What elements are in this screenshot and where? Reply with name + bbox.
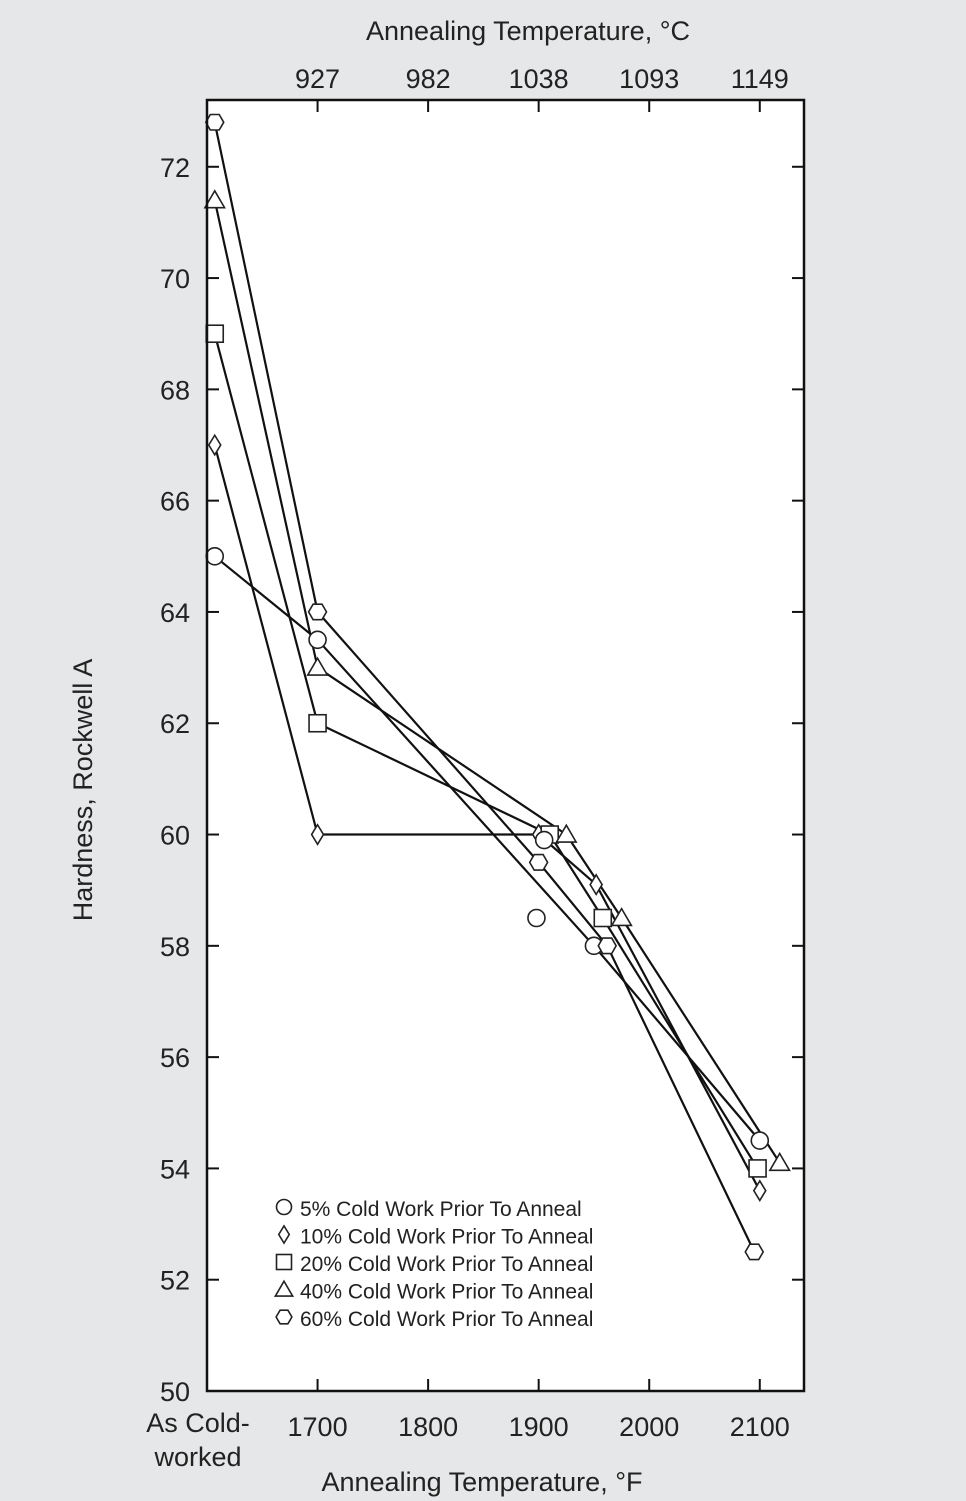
legend-label-3: 40% Cold Work Prior To Anneal	[300, 1281, 593, 1304]
data-point-s0-p0	[205, 547, 225, 566]
y-tick-label-56: 56	[160, 1043, 190, 1073]
y-tick-label-66: 66	[160, 487, 190, 517]
data-point-s3-p4	[768, 1151, 791, 1172]
data-point-s1-p4	[752, 1179, 767, 1202]
y-tick-label-62: 62	[160, 709, 190, 739]
x-tick-label-2000: 2000	[619, 1412, 679, 1442]
y-tick-label-54: 54	[160, 1154, 190, 1184]
data-point-s3-p0	[203, 189, 226, 209]
y-tick-label-58: 58	[160, 932, 190, 962]
marker-layer	[203, 113, 791, 1261]
x2-tick-label-927: 927	[295, 64, 340, 94]
legend-label-1: 10% Cold Work Prior To Anneal	[300, 1226, 593, 1249]
data-point-s3-p3	[610, 907, 633, 927]
data-point-s1-p1	[310, 823, 325, 846]
plot-background	[207, 100, 804, 1391]
y-axis-title: Hardness, Rockwell A	[68, 659, 98, 922]
legend-marker-1	[277, 1224, 291, 1245]
data-point-s0-p3	[750, 1131, 770, 1150]
data-point-s4-p1	[307, 603, 328, 621]
y-tick-label-52: 52	[160, 1266, 190, 1296]
data-point-s4-p2	[528, 853, 549, 871]
plot-frame	[205, 98, 806, 1393]
data-point-extra-1	[534, 830, 554, 850]
y-tick-label-68: 68	[160, 375, 190, 405]
x2-tick-label-1093: 1093	[619, 64, 679, 94]
series-line-0	[214, 555, 761, 1142]
x2-tick-label-1038: 1038	[509, 64, 569, 94]
legend-marker-2	[275, 1253, 293, 1271]
data-point-s2-p3	[593, 908, 613, 928]
legend-label-0: 5% Cold Work Prior To Anneal	[300, 1198, 582, 1221]
data-point-s4-p3	[597, 937, 618, 955]
x-tick-label-1800: 1800	[398, 1412, 458, 1442]
x-tick-label-2100: 2100	[730, 1412, 790, 1442]
x-tick-label-1700: 1700	[288, 1412, 348, 1442]
data-point-s3-p1	[306, 656, 329, 676]
legend: 5% Cold Work Prior To Anneal 10% Cold Wor…	[273, 1198, 593, 1331]
data-point-s2-p1	[308, 713, 327, 733]
tick-layer: 50 52 54 56 58 60 62 64 66 68 70 72 1700 1800 1900 2000…	[160, 64, 804, 1442]
data-point-s0-p1	[308, 630, 327, 650]
x-tick-label-cold-worked-line1: As Cold-	[146, 1408, 250, 1438]
y-tick-label-64: 64	[160, 598, 190, 628]
legend-label-2: 20% Cold Work Prior To Anneal	[300, 1253, 593, 1276]
data-point-s3-p2	[555, 823, 578, 843]
legend-label-4: 60% Cold Work Prior To Anneal	[300, 1308, 593, 1331]
data-point-extra-0	[527, 908, 546, 928]
x2-axis-title: Annealing Temperature, °C	[366, 16, 690, 46]
legend-marker-4	[275, 1309, 293, 1325]
x-axis-title: Annealing Temperature, °F	[322, 1467, 643, 1497]
x-tick-label-1900: 1900	[509, 1412, 569, 1442]
data-point-s4-p0	[204, 113, 225, 131]
data-point-s2-p4	[748, 1159, 767, 1178]
data-point-s1-p3	[589, 873, 604, 896]
x2-tick-label-982: 982	[406, 64, 451, 94]
data-point-s4-p4	[744, 1243, 765, 1261]
y-tick-label-60: 60	[160, 821, 190, 851]
x2-tick-label-1149: 1149	[731, 64, 789, 94]
data-point-s2-p0	[205, 324, 225, 344]
y-tick-label-70: 70	[160, 264, 190, 294]
x-tick-label-cold-worked-line2: worked	[153, 1442, 241, 1472]
data-point-s1-p0	[207, 433, 222, 457]
y-tick-label-72: 72	[160, 153, 190, 183]
legend-marker-0	[275, 1198, 293, 1216]
legend-marker-3	[273, 1279, 295, 1297]
y-tick-label-50: 50	[160, 1377, 190, 1407]
